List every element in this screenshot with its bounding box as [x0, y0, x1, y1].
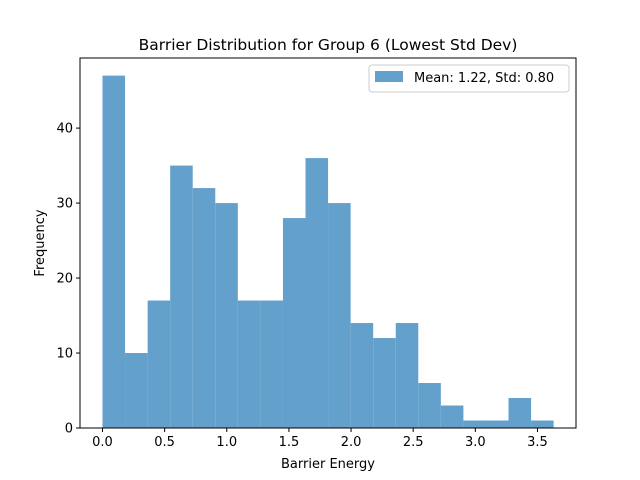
x-tick-label: 0.5: [154, 435, 175, 450]
histogram-bar: [147, 300, 171, 428]
histogram-bar: [170, 165, 193, 428]
x-tick-label: 2.0: [341, 435, 362, 450]
legend: Mean: 1.22, Std: 0.80: [368, 64, 570, 93]
histogram-bar: [531, 420, 554, 428]
y-tick-label: 10: [56, 347, 73, 362]
y-axis-label: Frequency: [33, 209, 48, 276]
y-axis-ticks: 0 10 20 30 40: [56, 122, 80, 437]
y-tick-label: 40: [56, 122, 73, 137]
y-tick-label: 0: [65, 422, 73, 437]
y-tick-label: 20: [56, 272, 73, 287]
histogram-bar: [102, 75, 126, 428]
histogram-bar: [237, 300, 261, 428]
legend-label: Mean: 1.22, Std: 0.80: [414, 71, 554, 86]
chart-title: Barrier Distribution for Group 6 (Lowest…: [139, 36, 518, 54]
x-tick-label: 3.0: [465, 435, 486, 450]
legend-swatch: [375, 71, 403, 82]
histogram-bar: [282, 218, 306, 428]
bars-group: [102, 75, 554, 428]
x-axis-label: Barrier Energy: [281, 457, 375, 472]
x-tick-label: 3.5: [527, 435, 548, 450]
histogram-bar: [125, 353, 148, 428]
histogram-bar: [260, 300, 283, 428]
histogram-bar: [440, 405, 464, 428]
histogram-bar: [463, 420, 486, 428]
x-tick-label: 1.5: [279, 435, 300, 450]
x-tick-label: 0.0: [92, 435, 113, 450]
histogram-bar: [373, 338, 396, 428]
histogram-bar: [328, 203, 351, 428]
histogram-bar: [350, 323, 374, 428]
x-tick-label: 1.0: [216, 435, 237, 450]
y-tick-label: 30: [56, 197, 73, 212]
histogram-bar: [418, 383, 441, 428]
histogram-bar: [192, 188, 216, 428]
x-axis-ticks: 0.0 0.5 1.0 1.5 2.0 2.5 3.0 3.5: [92, 428, 548, 450]
legend-box: [368, 64, 570, 93]
histogram-bar: [305, 158, 329, 428]
histogram-bar: [215, 203, 238, 428]
histogram-bar: [395, 323, 419, 428]
plot-frame: [79, 57, 577, 429]
histogram-bar: [508, 398, 532, 428]
x-tick-label: 2.5: [403, 435, 424, 450]
histogram-bar: [485, 420, 509, 428]
